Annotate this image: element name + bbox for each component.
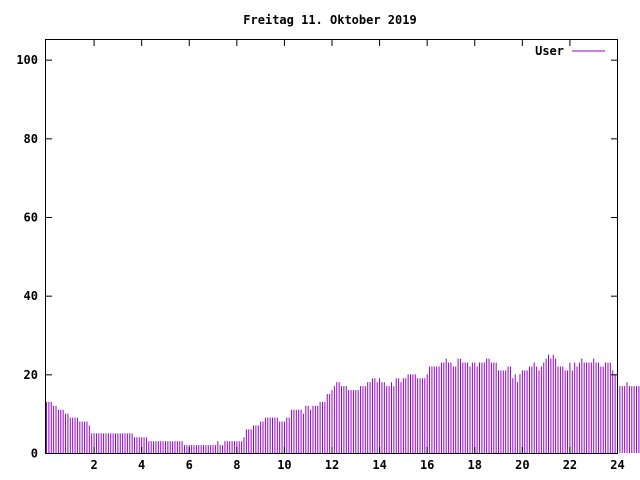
x-tick-label: 12 bbox=[325, 458, 339, 472]
plot-frame bbox=[45, 39, 618, 454]
x-tick-label: 16 bbox=[420, 458, 434, 472]
x-tick-label: 4 bbox=[138, 458, 145, 472]
x-tick-label: 18 bbox=[468, 458, 482, 472]
x-tick-label: 8 bbox=[233, 458, 240, 472]
y-tick-label: 40 bbox=[24, 289, 38, 303]
x-tick-label: 22 bbox=[563, 458, 577, 472]
y-tick-label: 0 bbox=[31, 447, 38, 461]
legend: User bbox=[535, 44, 605, 58]
axis-ticks bbox=[46, 40, 618, 454]
y-tick-label: 20 bbox=[24, 368, 38, 382]
x-tick-label: 6 bbox=[186, 458, 193, 472]
bar-series bbox=[46, 354, 640, 453]
y-tick-label: 100 bbox=[16, 53, 38, 67]
y-tick-label: 60 bbox=[24, 211, 38, 225]
chart-title: Freitag 11. Oktober 2019 bbox=[243, 13, 416, 27]
y-tick-label: 80 bbox=[24, 132, 38, 146]
x-tick-label: 24 bbox=[610, 458, 624, 472]
x-tick-label: 20 bbox=[515, 458, 529, 472]
x-tick-label: 10 bbox=[277, 458, 291, 472]
x-tick-label: 2 bbox=[90, 458, 97, 472]
legend-label: User bbox=[535, 44, 564, 58]
x-tick-label: 14 bbox=[372, 458, 386, 472]
